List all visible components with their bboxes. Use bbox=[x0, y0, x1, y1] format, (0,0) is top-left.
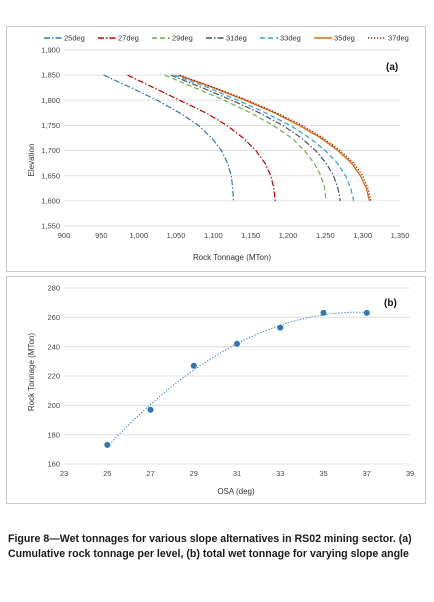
chart-a-x-tick-label: 900 bbox=[58, 231, 71, 240]
chart-a-y-tick-label: 1,850 bbox=[41, 71, 60, 80]
chart-a-legend-label-25deg: 25deg bbox=[64, 34, 85, 43]
chart-b-frame bbox=[6, 276, 426, 504]
chart-a-x-axis-label: Rock Tonnage (MTon) bbox=[193, 253, 271, 262]
chart-a-y-tick-label: 1,550 bbox=[41, 222, 60, 231]
chart-a-legend: 25deg 27deg 29deg 31deg 33deg 35deg 37deg bbox=[44, 34, 409, 43]
chart-a-cumulative-tonnage: 25deg 27deg 29deg 31deg 33deg 35deg 37deg 1,55… bbox=[6, 26, 426, 272]
chart-b-x-tick-label: 29 bbox=[190, 469, 198, 478]
chart-b-x-tick-label: 35 bbox=[319, 469, 327, 478]
chart-b-panel-label: (b) bbox=[384, 298, 397, 309]
chart-b-series bbox=[104, 309, 370, 448]
chart-a-x-tick-label: 1,000 bbox=[129, 231, 148, 240]
chart-a-legend-label-31deg: 31deg bbox=[226, 34, 247, 43]
chart-b-y-tick-label: 220 bbox=[47, 372, 60, 381]
chart-b-x-tick-label: 33 bbox=[276, 469, 284, 478]
chart-a-y-tick-label: 1,800 bbox=[41, 96, 60, 105]
chart-b-x-tick-label: 27 bbox=[146, 469, 154, 478]
chart-b-x-tick-label: 25 bbox=[103, 469, 111, 478]
chart-a-y-tick-label: 1,750 bbox=[41, 121, 60, 130]
chart-a-x-ticks: 900 950 1,000 1,050 1,100 1,150 1,200 1,250 1,30… bbox=[58, 231, 410, 240]
chart-a-legend-label-37deg: 37deg bbox=[388, 34, 409, 43]
chart-a-series-line-33deg bbox=[174, 74, 355, 202]
chart-a-x-tick-label: 1,050 bbox=[167, 231, 186, 240]
chart-a-series-line-35deg bbox=[177, 74, 371, 202]
chart-a-panel-label: (a) bbox=[386, 62, 398, 73]
chart-a-y-tick-label: 1,900 bbox=[41, 46, 60, 55]
chart-b-y-ticks: 160 180 200 220 240 260 280 bbox=[47, 284, 60, 469]
chart-b-point bbox=[104, 441, 111, 448]
chart-a-x-tick-label: 1,200 bbox=[279, 231, 298, 240]
chart-a-x-tick-label: 1,350 bbox=[391, 231, 410, 240]
chart-a-y-tick-label: 1,700 bbox=[41, 146, 60, 155]
chart-b-point bbox=[234, 340, 240, 347]
chart-b-y-tick-label: 280 bbox=[47, 284, 60, 293]
chart-b-point bbox=[320, 309, 327, 316]
chart-a-x-tick-label: 1,250 bbox=[316, 231, 335, 240]
chart-b-x-axis-label: OSA (deg) bbox=[217, 487, 255, 496]
chart-a-series-lines bbox=[103, 74, 372, 202]
chart-a-y-tick-label: 1,650 bbox=[41, 171, 60, 180]
chart-a-y-axis-label: Elevation bbox=[27, 144, 36, 177]
chart-b-x-tick-label: 31 bbox=[233, 469, 241, 478]
chart-b-point bbox=[363, 309, 370, 316]
chart-a-frame bbox=[6, 26, 426, 272]
chart-a-x-tick-label: 950 bbox=[95, 231, 108, 240]
chart-a-x-tick-label: 1,150 bbox=[241, 231, 260, 240]
chart-a-series-line-29deg bbox=[164, 74, 327, 201]
chart-b-y-tick-label: 260 bbox=[47, 313, 60, 322]
chart-a-y-tick-label: 1,600 bbox=[41, 196, 60, 205]
chart-b-y-tick-label: 180 bbox=[47, 430, 60, 439]
chart-b-x-ticks: 23 25 27 29 31 33 35 37 39 bbox=[60, 469, 414, 478]
chart-a-legend-label-33deg: 33deg bbox=[280, 34, 301, 43]
chart-a-series-line-37deg bbox=[179, 74, 372, 202]
chart-b-x-tick-label: 37 bbox=[363, 469, 371, 478]
chart-a-legend-label-29deg: 29deg bbox=[172, 34, 193, 43]
chart-a-y-ticks: 1,550 1,600 1,650 1,700 1,750 1,800 1,850 1,900 bbox=[41, 46, 60, 231]
chart-b-grid bbox=[64, 287, 410, 465]
chart-b-point bbox=[277, 324, 284, 331]
chart-b-y-tick-label: 200 bbox=[47, 401, 60, 410]
chart-a-series-line-27deg bbox=[127, 74, 276, 201]
chart-a-series-line-31deg bbox=[170, 74, 341, 202]
chart-a-x-tick-label: 1,300 bbox=[353, 231, 372, 240]
chart-b-y-tick-label: 240 bbox=[47, 342, 60, 351]
chart-a-x-tick-label: 1,100 bbox=[204, 231, 223, 240]
chart-b-total-tonnage: 160 180 200 220 240 260 280 23 25 27 29 31 33 35 37 39… bbox=[6, 276, 426, 504]
chart-a-legend-label-35deg: 35deg bbox=[334, 34, 355, 43]
chart-b-x-tick-label: 39 bbox=[406, 469, 414, 478]
chart-a-grid bbox=[64, 49, 400, 227]
chart-b-y-axis-label: Rock Tonnage (MTon) bbox=[27, 333, 36, 411]
chart-b-x-tick-label: 23 bbox=[60, 469, 68, 478]
chart-b-point bbox=[190, 362, 197, 369]
chart-b-y-tick-label: 160 bbox=[47, 460, 60, 469]
chart-a-series-line-25deg bbox=[103, 74, 235, 201]
figure-caption: Figure 8—Wet tonnages for various slope … bbox=[8, 533, 412, 560]
chart-b-point bbox=[147, 406, 154, 413]
chart-a-legend-label-27deg: 27deg bbox=[118, 34, 139, 43]
